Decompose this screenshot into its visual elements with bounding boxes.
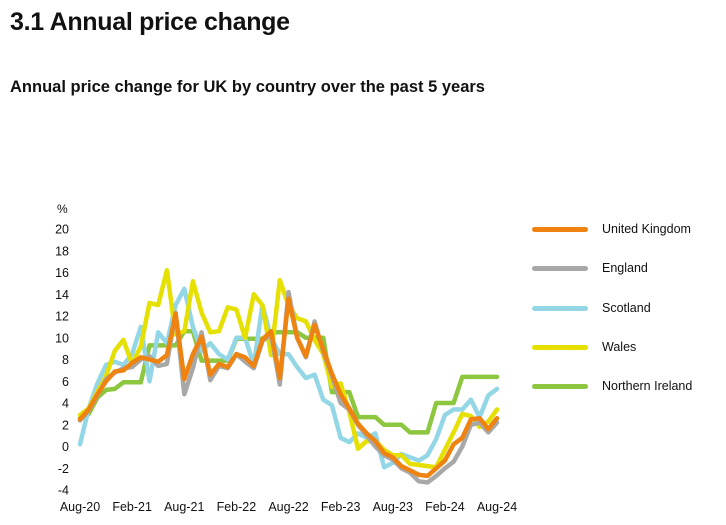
x-tick-label: Feb-24 (425, 500, 465, 514)
y-axis-unit-label: % (57, 202, 68, 216)
legend-swatch-scotland (532, 305, 588, 311)
x-tick-label: Aug-23 (373, 500, 413, 514)
legend-label-scotland: Scotland (602, 300, 651, 315)
series-line-northern-ireland (77, 328, 500, 435)
x-tick-label: Feb-23 (321, 500, 361, 514)
legend-swatch-united-kingdom (532, 227, 588, 232)
legend-label-england: England (602, 261, 648, 276)
legend-swatch-wales (532, 344, 588, 350)
legend-label-wales: Wales (602, 339, 637, 354)
y-tick-label: 20 (55, 223, 69, 237)
legend-item-england[interactable]: England (532, 259, 722, 298)
x-tick-label: Feb-22 (217, 500, 257, 514)
chart-series (77, 268, 500, 485)
chart-axes: % -4 -2 0 2 4 6 8 10 12 14 16 18 20 Aug-20 Feb-21 Aug-21… (55, 202, 517, 514)
legend-label-northern-ireland: Northern Ireland (602, 379, 693, 394)
series-line-scotland (77, 286, 500, 470)
legend-item-united-kingdom[interactable]: United Kingdom (532, 220, 722, 259)
x-tick-label: Aug-21 (164, 500, 204, 514)
series-line-united-kingdom (77, 296, 500, 479)
legend-item-scotland[interactable]: Scotland (532, 299, 722, 338)
legend-item-wales[interactable]: Wales (532, 338, 722, 377)
x-tick-label: Aug-24 (477, 500, 517, 514)
x-tick-label: Aug-22 (268, 500, 308, 514)
y-tick-label: 12 (55, 310, 69, 324)
y-tick-label: 2 (62, 418, 69, 432)
legend-item-northern-ireland[interactable]: Northern Ireland (532, 377, 722, 416)
y-tick-label: 8 (62, 353, 69, 367)
legend-swatch-england (532, 266, 588, 272)
legend-swatch-northern-ireland (532, 384, 588, 390)
y-tick-label: 6 (62, 375, 69, 389)
y-tick-label: -2 (58, 462, 69, 476)
legend-label-united-kingdom: United Kingdom (602, 222, 691, 236)
y-tick-label: 10 (55, 331, 69, 345)
series-line-england (77, 289, 500, 485)
chart-legend: United Kingdom England Scotland Wales No… (532, 220, 722, 416)
x-tick-label: Aug-20 (60, 500, 100, 514)
section-title: 3.1 Annual price change (10, 8, 290, 36)
y-tick-label: 16 (55, 266, 69, 280)
y-tick-label: -4 (58, 484, 69, 498)
y-tick-label: 4 (62, 397, 69, 411)
y-tick-label: 18 (55, 244, 69, 258)
y-tick-label: 14 (55, 288, 69, 302)
y-tick-label: 0 (62, 440, 69, 454)
x-tick-label: Feb-21 (112, 500, 152, 514)
chart-title: Annual price change for UK by country ov… (10, 78, 485, 96)
